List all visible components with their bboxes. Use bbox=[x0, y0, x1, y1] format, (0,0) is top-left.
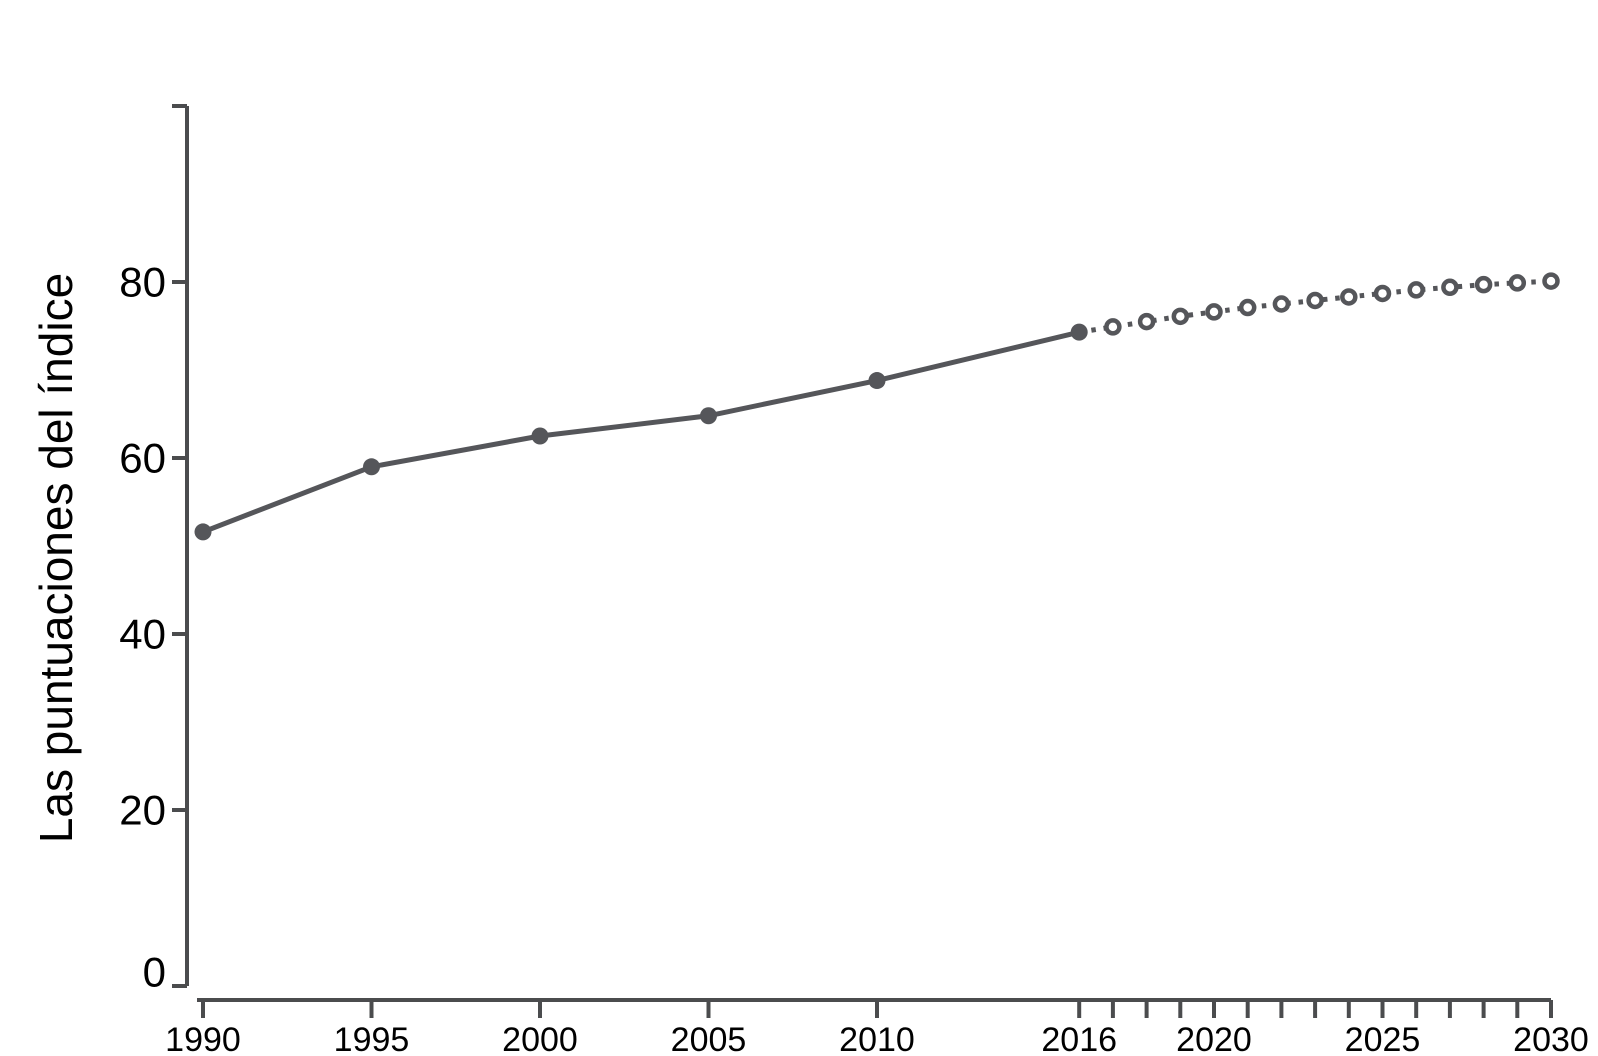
y-axis-tick-label: 40 bbox=[119, 611, 166, 658]
data-point-open bbox=[1474, 275, 1493, 294]
x-axis-tick-label: 2005 bbox=[671, 1021, 747, 1056]
data-point-open bbox=[1441, 278, 1459, 297]
y-axis-tick-label: 0 bbox=[143, 949, 166, 996]
x-axis-tick-label: 1990 bbox=[165, 1021, 241, 1056]
data-point-open bbox=[1205, 303, 1223, 321]
x-axis-tick-label: 2000 bbox=[502, 1021, 578, 1056]
data-point-open bbox=[1373, 284, 1392, 303]
x-axis-tick-label: 2025 bbox=[1345, 1021, 1421, 1056]
data-point-filled bbox=[531, 427, 549, 445]
data-point-filled bbox=[1070, 323, 1088, 341]
observado-line bbox=[200, 329, 1082, 535]
x-axis-tick-label: 2020 bbox=[1176, 1021, 1252, 1056]
data-point-open bbox=[1238, 298, 1257, 317]
x-axis-tick-label: 2030 bbox=[1513, 1021, 1589, 1056]
y-axis-tick-label: 60 bbox=[119, 435, 166, 482]
data-point-open bbox=[1171, 307, 1190, 326]
y-axis-title: Las puntuaciones del índice bbox=[30, 273, 82, 843]
data-point-open bbox=[1340, 288, 1358, 306]
x-axis-tick-label: 1995 bbox=[334, 1021, 410, 1056]
data-point-open bbox=[1272, 295, 1291, 313]
data-point-filled bbox=[868, 372, 886, 390]
data-point-filled bbox=[194, 523, 212, 541]
data-point-filled bbox=[363, 458, 380, 476]
data-point-open bbox=[1542, 272, 1560, 290]
x-axis-tick-label: 2016 bbox=[1041, 1021, 1117, 1056]
data-point-open bbox=[1508, 274, 1527, 292]
data-point-open bbox=[1137, 312, 1156, 331]
data-point-filled bbox=[700, 407, 717, 425]
x-axis-tick-label: 2010 bbox=[839, 1021, 915, 1056]
data-point-open bbox=[1104, 318, 1122, 336]
y-axis-tick-label: 80 bbox=[119, 259, 166, 306]
data-point-open bbox=[1306, 291, 1324, 310]
y-axis-tick-label: 20 bbox=[119, 787, 166, 834]
data-point-open bbox=[1407, 281, 1425, 299]
